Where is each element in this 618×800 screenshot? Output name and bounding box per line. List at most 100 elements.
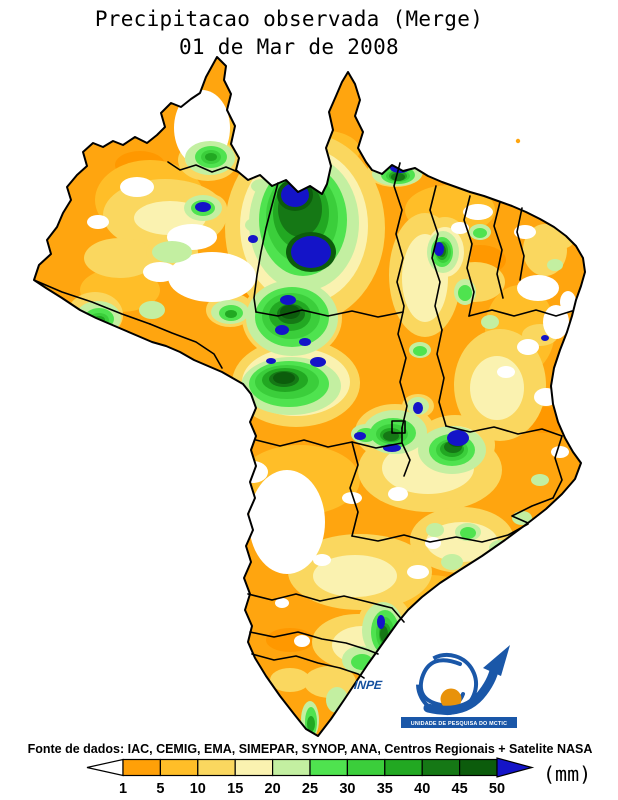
precip-blob: [270, 668, 310, 692]
legend-segment: [159, 758, 199, 777]
state-border-line: [468, 309, 573, 317]
precip-blob: [310, 357, 326, 367]
offshore-island-dot: [515, 138, 521, 144]
state-border-line: [493, 201, 504, 299]
precip-blob: [307, 716, 315, 732]
legend-tick-label: 5: [156, 781, 164, 797]
legend-segment: [384, 758, 423, 777]
state-border-line: [249, 631, 379, 655]
precip-blob: [413, 402, 423, 414]
precip-blob: [391, 173, 405, 181]
data-source-caption: Fonte de dados: IAC, CEMIG, EMA, SIMEPAR…: [28, 742, 593, 756]
precip-blob: [354, 432, 366, 440]
precip-blob: [168, 252, 256, 302]
precip-blob: [342, 492, 362, 504]
precip-blob: [294, 635, 310, 647]
precip-blob: [152, 241, 192, 263]
state-border-line: [463, 195, 475, 317]
precip-blob: [275, 325, 289, 335]
precip-blob: [481, 315, 499, 329]
precip-blob: [451, 222, 469, 234]
brazil-outline: [33, 56, 586, 737]
state-border-line: [393, 162, 408, 429]
precip-blob: [313, 554, 331, 566]
precip-blob: [281, 183, 309, 207]
inpe-logo-arrow-shaft: [423, 662, 500, 715]
precip-blob: [275, 598, 289, 608]
legend-segments: [122, 758, 498, 777]
precip-blob: [434, 242, 444, 256]
precip-blob: [280, 305, 300, 319]
inpe-banner-background: [401, 717, 517, 728]
state-border-line: [247, 593, 405, 623]
precip-blob: [551, 446, 569, 458]
legend-segment: [234, 758, 274, 777]
precip-blob: [441, 554, 463, 570]
state-borders: [33, 161, 573, 679]
legend-tick-label: 25: [302, 781, 318, 797]
state-border-line: [255, 309, 404, 318]
state-border-line: [552, 435, 563, 499]
state-border-line: [167, 161, 239, 173]
precip-blob: [143, 262, 177, 282]
precip-blob: [299, 338, 311, 346]
legend-underflow-arrow: [86, 758, 124, 777]
state-border-line: [436, 329, 447, 427]
legend-tick-label: 40: [414, 781, 430, 797]
precip-blob: [266, 358, 276, 364]
legend-segment: [122, 758, 162, 777]
precip-blob: [388, 487, 408, 501]
legend-tick-label: 35: [377, 781, 393, 797]
legend-segment: [272, 758, 311, 777]
legend-tick-label: 50: [489, 781, 505, 797]
brazil-map: [33, 56, 586, 737]
precip-blob: [205, 153, 217, 161]
precip-blob: [139, 301, 165, 319]
precip-blob: [460, 527, 476, 539]
state-border-line: [255, 439, 403, 449]
state-border-line: [401, 427, 411, 477]
legend-tick-label: 20: [265, 781, 281, 797]
precip-blob: [273, 372, 295, 384]
precip-blob: [291, 236, 331, 268]
state-border-line: [351, 523, 529, 543]
precip-blob: [280, 295, 296, 305]
precip-blob: [458, 285, 472, 301]
chart-title: Precipitacao observada (Merge): [95, 7, 483, 31]
state-border-line: [516, 207, 525, 281]
legend-segment: [309, 758, 349, 777]
precip-blob: [534, 388, 558, 406]
legend-tick-label: 30: [339, 781, 355, 797]
precip-blob: [512, 511, 532, 525]
precip-blob: [413, 346, 427, 356]
inpe-banner-text: UNIDADE DE PESQUISA DO MCTIC: [411, 721, 507, 727]
inpe-logo-text: INPE: [353, 678, 383, 692]
state-border-line: [429, 185, 443, 331]
precip-blob: [426, 523, 444, 537]
precip-blob: [517, 339, 539, 355]
legend-segment: [346, 758, 386, 777]
precip-blob: [195, 202, 211, 212]
precip-blob: [87, 215, 109, 229]
precip-blob: [313, 555, 397, 597]
precip-blob: [473, 228, 487, 238]
precip-blob: [497, 366, 515, 378]
precip-blob: [547, 259, 563, 271]
precip-blob: [377, 615, 385, 629]
precip-blob: [531, 474, 549, 486]
color-scale-legend: 1 5 10 15 20 25 30 35 40 45 50 (mm): [86, 757, 591, 797]
inpe-logo: INPE UNIDADE DE PESQUISA DO MCTIC: [353, 645, 517, 728]
precip-blob: [575, 487, 585, 497]
legend-tick-labels: 1 5 10 15 20 25 30 35 40 45 50: [119, 781, 505, 797]
legend-segment: [459, 758, 498, 777]
precip-blob: [249, 470, 325, 574]
state-border-line: [253, 182, 279, 313]
legend-segment: [421, 758, 461, 777]
precipitation-field: [67, 78, 585, 736]
legend-overflow-arrow: [496, 757, 535, 778]
precip-blob: [447, 430, 469, 446]
precip-blob: [560, 291, 576, 313]
precip-blob: [84, 238, 156, 278]
state-border-line: [251, 653, 365, 679]
